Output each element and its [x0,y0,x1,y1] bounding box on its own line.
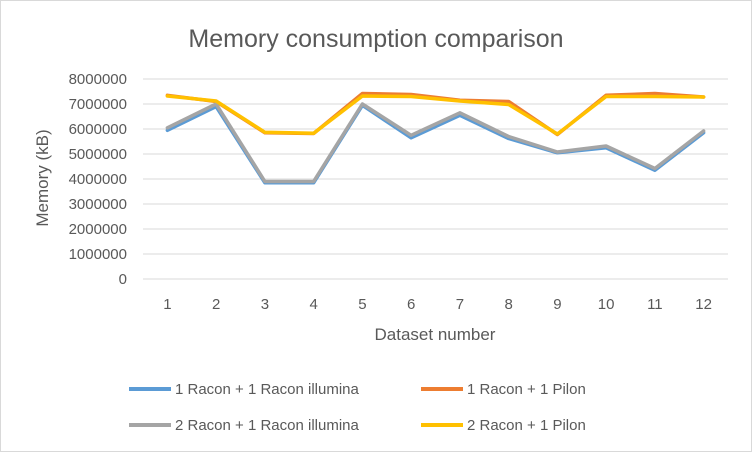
chart-title: Memory consumption comparison [188,25,563,53]
y-tick-label: 5000000 [69,146,127,163]
y-tick-label: 2000000 [69,221,127,238]
x-tick-label: 8 [504,296,512,313]
gridlines [143,78,728,280]
x-tick-label: 2 [212,296,220,313]
y-tick-label: 4000000 [69,171,127,188]
y-tick-label: 1000000 [69,246,127,263]
x-tick-label: 4 [309,296,317,313]
x-tick-label: 5 [358,296,366,313]
y-tick-label: 6000000 [69,121,127,138]
legend-label: 2 Racon + 1 Racon illumina [175,417,360,434]
x-tick-label: 7 [456,296,464,313]
y-tick-label: 3000000 [69,196,127,213]
series-line-4 [165,94,706,136]
x-tick-label: 6 [407,296,415,313]
x-tick-label: 12 [695,296,712,313]
x-tick-label: 11 [647,296,663,313]
x-tick-label: 1 [163,296,171,313]
x-axis-ticks: 1 2 3 4 5 6 7 8 9 10 11 12 [163,296,712,313]
y-axis-ticks: 0 1000000 2000000 3000000 4000000 5000000 6000… [69,71,127,288]
y-axis-label: Memory (kB) [33,129,52,226]
y-tick-label: 7000000 [69,96,127,113]
series-line-3 [165,102,706,184]
x-axis-label: Dataset number [375,325,496,344]
legend-label: 1 Racon + 1 Racon illumina [175,381,360,398]
x-tick-label: 10 [598,296,615,313]
legend-label: 2 Racon + 1 Pilon [467,417,586,434]
x-tick-label: 3 [261,296,269,313]
x-tick-label: 9 [553,296,561,313]
series-lines [165,91,706,185]
y-tick-label: 0 [119,271,127,288]
y-tick-label: 8000000 [69,71,127,88]
legend-label: 1 Racon + 1 Pilon [467,381,586,398]
legend: 1 Racon + 1 Racon illumina 1 Racon + 1 Pi… [129,381,586,434]
series-line-1 [165,103,706,185]
